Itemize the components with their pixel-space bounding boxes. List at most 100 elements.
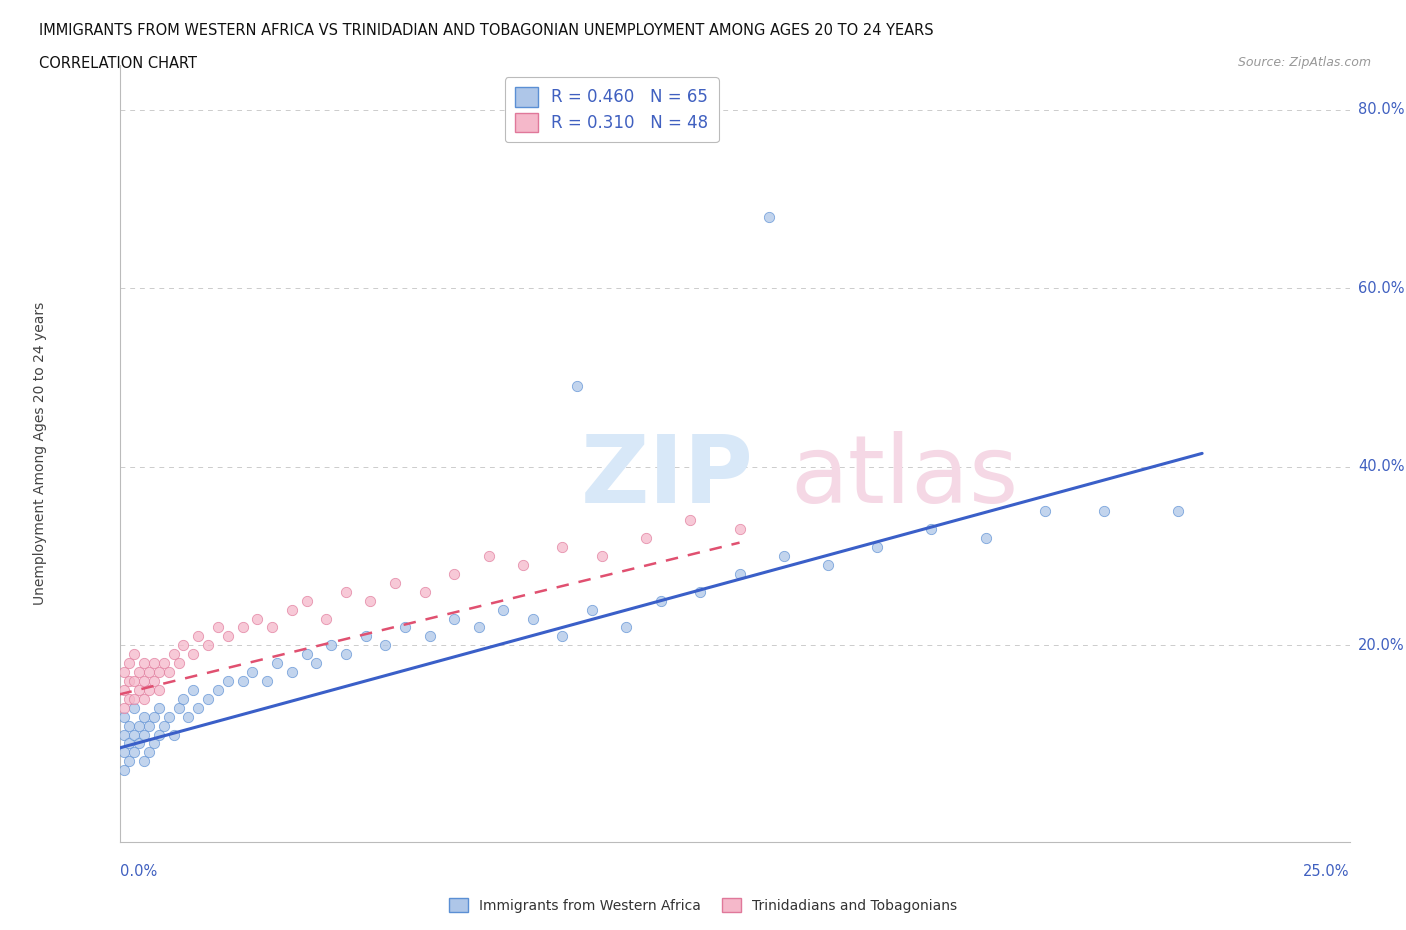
- Point: [132, 673, 156, 688]
- Point: [157, 665, 180, 680]
- Point: [384, 576, 406, 591]
- Point: [138, 683, 160, 698]
- Point: [167, 700, 190, 715]
- Point: [114, 683, 135, 698]
- Point: [281, 665, 304, 680]
- Point: [148, 665, 170, 680]
- Point: [163, 727, 186, 742]
- Point: [128, 683, 150, 698]
- Point: [132, 710, 156, 724]
- Text: CORRELATION CHART: CORRELATION CHART: [39, 56, 197, 71]
- Point: [132, 691, 156, 706]
- Point: [172, 638, 194, 653]
- Point: [197, 638, 219, 653]
- Point: [419, 629, 441, 644]
- Legend: Immigrants from Western Africa, Trinidadians and Tobagonians: Immigrants from Western Africa, Trinidad…: [443, 893, 963, 919]
- Point: [118, 718, 141, 733]
- Point: [758, 209, 780, 224]
- Text: atlas: atlas: [790, 431, 1018, 523]
- Point: [551, 629, 574, 644]
- Point: [817, 557, 839, 572]
- Text: IMMIGRANTS FROM WESTERN AFRICA VS TRINIDADIAN AND TOBAGONIAN UNEMPLOYMENT AMONG : IMMIGRANTS FROM WESTERN AFRICA VS TRINID…: [39, 23, 934, 38]
- Point: [335, 584, 357, 599]
- Point: [650, 593, 672, 608]
- Point: [315, 611, 337, 626]
- Point: [262, 620, 284, 635]
- Point: [124, 673, 146, 688]
- Point: [591, 549, 613, 564]
- Point: [138, 718, 160, 733]
- Point: [477, 549, 501, 564]
- Point: [728, 522, 751, 537]
- Point: [118, 691, 141, 706]
- Point: [443, 566, 465, 581]
- Point: [512, 557, 534, 572]
- Point: [866, 539, 889, 554]
- Point: [143, 656, 166, 671]
- Point: [616, 620, 638, 635]
- Point: [128, 718, 150, 733]
- Point: [132, 754, 156, 769]
- Point: [217, 673, 239, 688]
- Point: [921, 522, 943, 537]
- Point: [217, 629, 239, 644]
- Point: [153, 718, 174, 733]
- Point: [354, 629, 377, 644]
- Point: [197, 691, 219, 706]
- Point: [138, 665, 160, 680]
- Point: [118, 656, 141, 671]
- Point: [295, 593, 318, 608]
- Point: [124, 700, 146, 715]
- Point: [187, 629, 209, 644]
- Point: [118, 754, 141, 769]
- Point: [163, 646, 186, 661]
- Point: [143, 710, 166, 724]
- Point: [974, 531, 997, 546]
- Point: [143, 673, 166, 688]
- Point: [231, 620, 254, 635]
- Point: [183, 683, 205, 698]
- Point: [374, 638, 396, 653]
- Text: 60.0%: 60.0%: [1358, 281, 1405, 296]
- Point: [148, 683, 170, 698]
- Legend: R = 0.460   N = 65, R = 0.310   N = 48: R = 0.460 N = 65, R = 0.310 N = 48: [505, 77, 718, 142]
- Text: Unemployment Among Ages 20 to 24 years: Unemployment Among Ages 20 to 24 years: [32, 301, 46, 605]
- Point: [118, 673, 141, 688]
- Point: [256, 673, 278, 688]
- Point: [295, 646, 318, 661]
- Point: [124, 646, 146, 661]
- Point: [581, 602, 603, 617]
- Point: [114, 700, 135, 715]
- Point: [773, 549, 796, 564]
- Point: [636, 531, 658, 546]
- Point: [138, 745, 160, 760]
- Text: 25.0%: 25.0%: [1303, 864, 1350, 879]
- Text: 80.0%: 80.0%: [1358, 102, 1405, 117]
- Point: [360, 593, 382, 608]
- Point: [394, 620, 416, 635]
- Text: 40.0%: 40.0%: [1358, 459, 1405, 474]
- Point: [679, 512, 702, 527]
- Point: [522, 611, 544, 626]
- Point: [231, 673, 254, 688]
- Point: [114, 763, 135, 777]
- Point: [183, 646, 205, 661]
- Point: [565, 379, 589, 394]
- Point: [492, 602, 515, 617]
- Point: [467, 620, 491, 635]
- Point: [242, 665, 264, 680]
- Point: [551, 539, 574, 554]
- Point: [281, 602, 304, 617]
- Point: [114, 727, 135, 742]
- Point: [157, 710, 180, 724]
- Point: [1092, 504, 1115, 519]
- Point: [728, 566, 751, 581]
- Point: [124, 691, 146, 706]
- Point: [689, 584, 711, 599]
- Text: 0.0%: 0.0%: [120, 864, 156, 879]
- Point: [1033, 504, 1056, 519]
- Text: Source: ZipAtlas.com: Source: ZipAtlas.com: [1237, 56, 1371, 69]
- Point: [128, 665, 150, 680]
- Text: 20.0%: 20.0%: [1358, 638, 1405, 653]
- Point: [118, 736, 141, 751]
